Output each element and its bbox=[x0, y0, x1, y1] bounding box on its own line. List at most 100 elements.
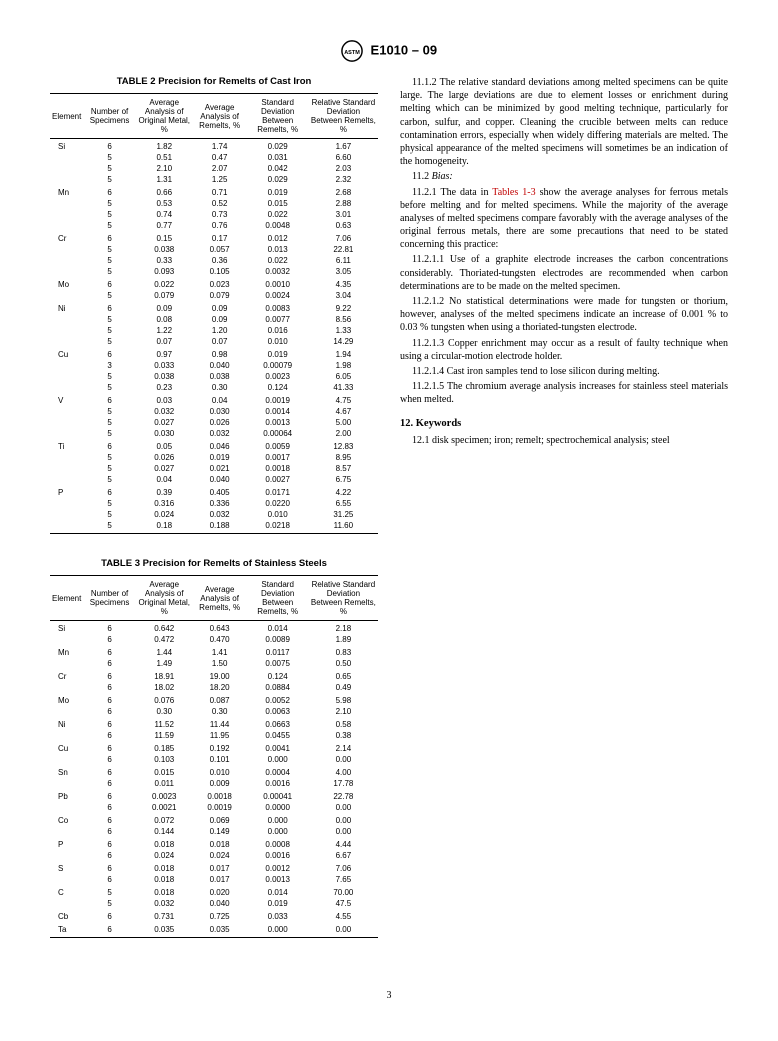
table-cell: 22.78 bbox=[309, 789, 378, 802]
table-cell: 6 bbox=[83, 645, 135, 658]
table-row: Pb60.00230.00180.0004122.78 bbox=[50, 789, 378, 802]
table-cell: 70.00 bbox=[309, 885, 378, 898]
table-cell: 0.040 bbox=[193, 474, 247, 485]
table-cell: 0.0019 bbox=[247, 393, 309, 406]
table-cell: 0.0017 bbox=[247, 452, 309, 463]
tables-ref[interactable]: Tables 1-3 bbox=[492, 187, 535, 198]
table-cell: 7.06 bbox=[309, 231, 378, 244]
table-cell: 0.012 bbox=[247, 231, 309, 244]
para-11-2-1-1: 11.2.1.1 Use of a graphite electrode inc… bbox=[400, 253, 728, 293]
table-row: Si60.6420.6430.0142.18 bbox=[50, 621, 378, 635]
table-row: 50.180.1880.021811.60 bbox=[50, 520, 378, 534]
table-cell: 0.124 bbox=[247, 669, 309, 682]
table-cell: 0.0455 bbox=[247, 730, 309, 741]
table-cell bbox=[50, 163, 83, 174]
table-cell: 0.018 bbox=[136, 837, 193, 850]
table-cell: 0.09 bbox=[193, 314, 247, 325]
table-cell: 0.010 bbox=[247, 336, 309, 347]
table-cell: 11.44 bbox=[193, 717, 247, 730]
table-cell: 0.024 bbox=[136, 509, 193, 520]
table-row: 618.0218.200.08840.49 bbox=[50, 682, 378, 693]
table-cell: 0.000 bbox=[247, 813, 309, 826]
table-cell: 1.31 bbox=[136, 174, 193, 185]
table-cell: 0.035 bbox=[193, 922, 247, 938]
table-cell: 0.30 bbox=[136, 706, 193, 717]
table-cell bbox=[50, 198, 83, 209]
table-cell: 0.105 bbox=[193, 266, 247, 277]
table-cell: 4.44 bbox=[309, 837, 378, 850]
table-cell: 6 bbox=[83, 669, 135, 682]
table-cell: 5 bbox=[83, 406, 135, 417]
table-row: 60.0240.0240.00166.67 bbox=[50, 850, 378, 861]
table-cell: 1.82 bbox=[136, 139, 193, 153]
table-cell: 5 bbox=[83, 885, 135, 898]
table-cell: 0.98 bbox=[193, 347, 247, 360]
table-row: 50.3160.3360.02206.55 bbox=[50, 498, 378, 509]
table-cell: 5 bbox=[83, 463, 135, 474]
table-cell: 1.25 bbox=[193, 174, 247, 185]
table-cell: 6 bbox=[83, 741, 135, 754]
table-cell: 6 bbox=[83, 277, 135, 290]
table2-col-orig: Average Analysis of Original Metal, % bbox=[136, 94, 193, 139]
table-cell: 0.53 bbox=[136, 198, 193, 209]
table2: Element Number of Specimens Average Anal… bbox=[50, 93, 378, 534]
table-cell: 0.018 bbox=[136, 861, 193, 874]
table-cell: 6.11 bbox=[309, 255, 378, 266]
table-cell bbox=[50, 266, 83, 277]
table3-col-relstddev: Relative Standard Deviation Between Reme… bbox=[309, 576, 378, 621]
table-cell: 0.035 bbox=[136, 922, 193, 938]
table-cell: 0.031 bbox=[247, 152, 309, 163]
table-cell: 5.98 bbox=[309, 693, 378, 706]
table-cell: 0.038 bbox=[193, 371, 247, 382]
table-cell: 0.470 bbox=[193, 634, 247, 645]
table-cell: 0.076 bbox=[136, 693, 193, 706]
table-cell bbox=[50, 360, 83, 371]
table-cell: 0.024 bbox=[136, 850, 193, 861]
table-cell: 6 bbox=[83, 439, 135, 452]
table-cell: 8.56 bbox=[309, 314, 378, 325]
table-cell: 0.09 bbox=[193, 301, 247, 314]
table-cell: 0.022 bbox=[136, 277, 193, 290]
table-cell: 0.38 bbox=[309, 730, 378, 741]
table-cell: 6 bbox=[83, 231, 135, 244]
table-cell: 0.36 bbox=[193, 255, 247, 266]
table-row: P60.390.4050.01714.22 bbox=[50, 485, 378, 498]
table-cell: 6 bbox=[83, 717, 135, 730]
table-cell: 2.03 bbox=[309, 163, 378, 174]
table-cell: 0.05 bbox=[136, 439, 193, 452]
table-cell: 4.67 bbox=[309, 406, 378, 417]
table-cell: 0.15 bbox=[136, 231, 193, 244]
table-row: Ni611.5211.440.06630.58 bbox=[50, 717, 378, 730]
table-cell: 0.026 bbox=[193, 417, 247, 428]
sec-11-2: 11.2 bbox=[412, 171, 429, 182]
table-cell: 6 bbox=[83, 730, 135, 741]
table2-col-element: Element bbox=[50, 94, 83, 139]
doc-id: E1010 – 09 bbox=[371, 42, 438, 57]
table-cell: C bbox=[50, 885, 83, 898]
table-cell: 6 bbox=[83, 185, 135, 198]
table-cell: 0.040 bbox=[193, 898, 247, 909]
table-cell bbox=[50, 520, 83, 534]
table-cell: 6 bbox=[83, 874, 135, 885]
table-cell: 5 bbox=[83, 174, 135, 185]
table-cell: 1.67 bbox=[309, 139, 378, 153]
table-cell: 5 bbox=[83, 163, 135, 174]
table-cell: 0.188 bbox=[193, 520, 247, 534]
table-cell bbox=[50, 452, 83, 463]
table-cell: 0.0077 bbox=[247, 314, 309, 325]
table-cell: Pb bbox=[50, 789, 83, 802]
table-cell: 0.0218 bbox=[247, 520, 309, 534]
table-cell bbox=[50, 826, 83, 837]
table-cell: 0.0083 bbox=[247, 301, 309, 314]
table-cell bbox=[50, 244, 83, 255]
table-cell: 4.35 bbox=[309, 277, 378, 290]
table-cell: 0.019 bbox=[193, 452, 247, 463]
table-cell: 0.029 bbox=[247, 174, 309, 185]
table-cell: 5 bbox=[83, 266, 135, 277]
table-cell: 0.010 bbox=[193, 765, 247, 778]
table-cell: Co bbox=[50, 813, 83, 826]
table-cell: 0.022 bbox=[247, 255, 309, 266]
table3-col-remelts: Average Analysis of Remelts, % bbox=[193, 576, 247, 621]
right-column: 11.1.2 The relative standard deviations … bbox=[400, 76, 728, 962]
table-row: 50.0320.0300.00144.67 bbox=[50, 406, 378, 417]
